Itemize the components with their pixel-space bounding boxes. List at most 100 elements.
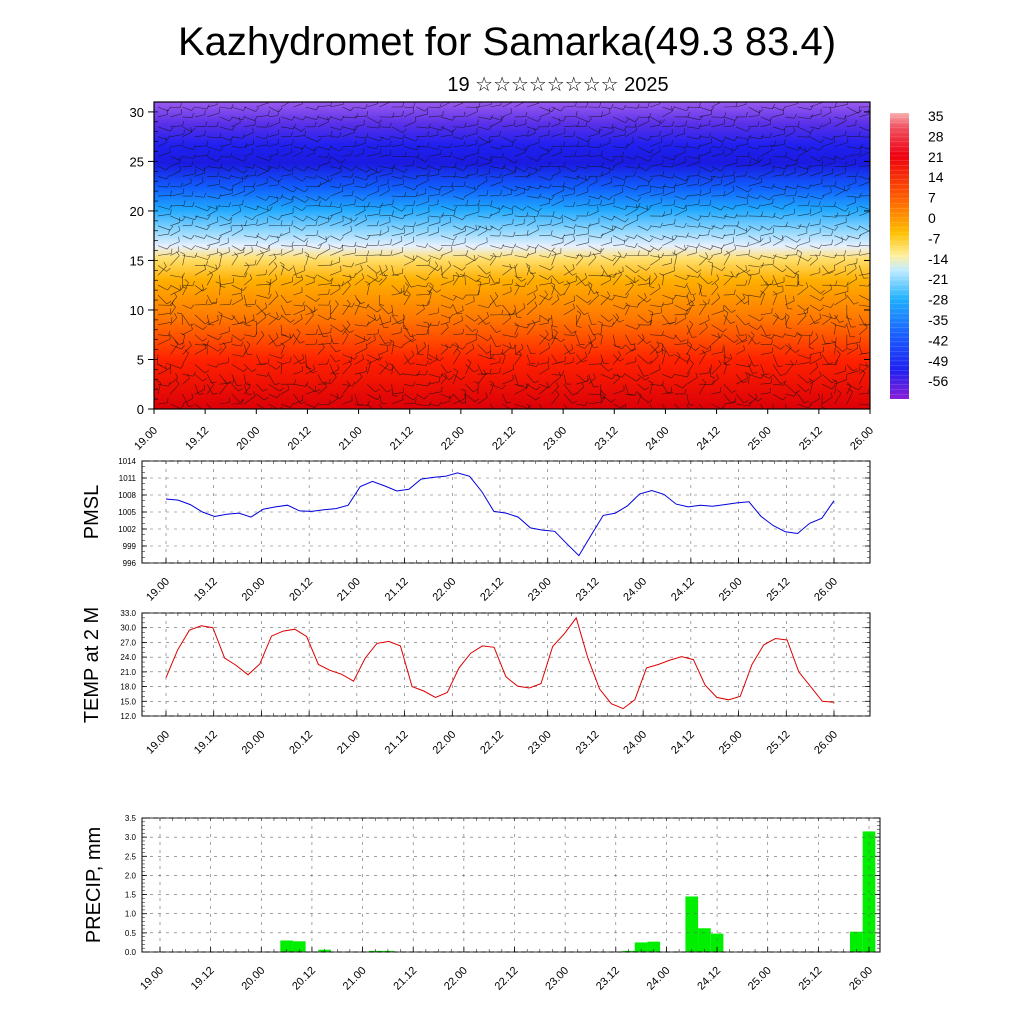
wind-barb-flag [327, 116, 329, 122]
wind-barb-flag [793, 197, 795, 203]
wind-barb [797, 116, 811, 120]
wind-barb [662, 275, 665, 286]
wind-barb-flag [831, 230, 834, 236]
wind-barb-flag [376, 144, 380, 149]
wind-barb-flag [720, 143, 723, 148]
wind-barb-flag [231, 315, 236, 320]
wind-barb-flag [709, 200, 712, 206]
wind-barb [588, 363, 602, 365]
wind-barb-flag [556, 294, 560, 300]
wind-barb-flag [402, 268, 404, 274]
wind-barb-flag [609, 275, 612, 281]
wind-barb [576, 233, 589, 236]
wind-barb [440, 364, 448, 374]
wind-barb [760, 275, 768, 286]
wind-barb [809, 272, 820, 276]
colorbar-label: -14 [928, 251, 948, 267]
wind-barb [748, 314, 761, 322]
wind-barb-flag [790, 360, 794, 365]
wind-barb [772, 156, 786, 158]
wind-barb [170, 344, 182, 350]
temp-xtick-label: 23.12 [574, 729, 602, 757]
wind-barb [772, 193, 785, 197]
wind-barb [822, 383, 832, 390]
wind-barb-flag [167, 331, 171, 336]
wind-barb [526, 344, 532, 354]
wind-barb [563, 145, 578, 147]
wind-barb [797, 205, 809, 207]
wind-barb-flag [217, 265, 221, 270]
wind-barb [256, 156, 270, 161]
wind-barb-flag [313, 146, 318, 152]
wind-barb [317, 180, 329, 187]
wind-barb [330, 270, 342, 276]
wind-barb-flag [523, 303, 526, 309]
wind-barb-flag [463, 181, 466, 187]
wind-barb-flag [314, 274, 318, 279]
wind-barb-flag [757, 194, 761, 200]
wind-barb-flag [239, 206, 242, 212]
wind-barb [256, 335, 265, 345]
wind-barb [662, 351, 666, 365]
wind-barb [465, 259, 476, 266]
wind-barb [600, 354, 604, 364]
wind-barb-flag [427, 142, 430, 148]
wind-barb [317, 240, 327, 246]
wind-barb [699, 344, 708, 350]
wind-barb [551, 116, 563, 122]
wind-barb-flag [768, 226, 773, 231]
wind-barb-flag [818, 393, 820, 399]
wind-barb [686, 146, 699, 149]
wind-barb-flag [548, 252, 552, 258]
wind-barb [207, 156, 218, 162]
wind-barb-flag [365, 175, 370, 181]
wind-barb [502, 223, 513, 227]
wind-barb [686, 403, 690, 409]
wind-barb-flag [375, 273, 378, 279]
wind-barb-flag [538, 184, 542, 190]
wind-barb [625, 348, 636, 355]
wind-barb-flag [414, 185, 418, 191]
wind-barb-flag [361, 273, 365, 279]
precip-bars [280, 831, 876, 952]
wind-barb [391, 304, 394, 316]
wind-barb [551, 374, 563, 376]
wind-barb-flag [170, 190, 172, 196]
wind-barb-flag [598, 128, 603, 133]
temp-ytick-label: 12.0 [120, 712, 136, 721]
wind-barb-flag [742, 293, 746, 299]
wind-barb-flag [808, 347, 814, 350]
wind-barb [821, 334, 826, 344]
wind-barb [846, 163, 856, 167]
wind-barb-flag [858, 234, 862, 240]
wind-barb-flag [709, 367, 711, 373]
wind-barb [785, 164, 797, 167]
wind-barb-flag [573, 295, 575, 301]
wind-barb-flag [498, 226, 503, 231]
wind-barb-flag [304, 251, 310, 255]
wind-barb-flag [166, 165, 170, 171]
wind-barb [170, 193, 184, 197]
wind-barb-flag [376, 176, 378, 182]
wind-barb [760, 382, 772, 385]
wind-barb [182, 106, 192, 111]
wind-barb [280, 361, 291, 365]
wind-barb [490, 166, 504, 170]
wind-barb [735, 294, 745, 304]
wind-barb [772, 174, 784, 177]
wind-barb [256, 354, 261, 365]
wind-barb-flag [230, 225, 232, 231]
wind-barb [859, 136, 869, 138]
wind-barb-flag [163, 261, 167, 267]
wind-barb [440, 205, 455, 211]
wind-barb [268, 235, 280, 238]
wind-barb [760, 185, 773, 189]
wind-barb [354, 294, 361, 304]
wind-barb-flag [793, 295, 795, 301]
wind-barb-flag [648, 136, 652, 141]
wind-barb-flag [499, 172, 502, 178]
wind-barb-flag [708, 298, 710, 304]
wind-barb-flag [366, 235, 371, 240]
wind-barb-flag [452, 128, 456, 133]
wind-barb [280, 116, 292, 121]
